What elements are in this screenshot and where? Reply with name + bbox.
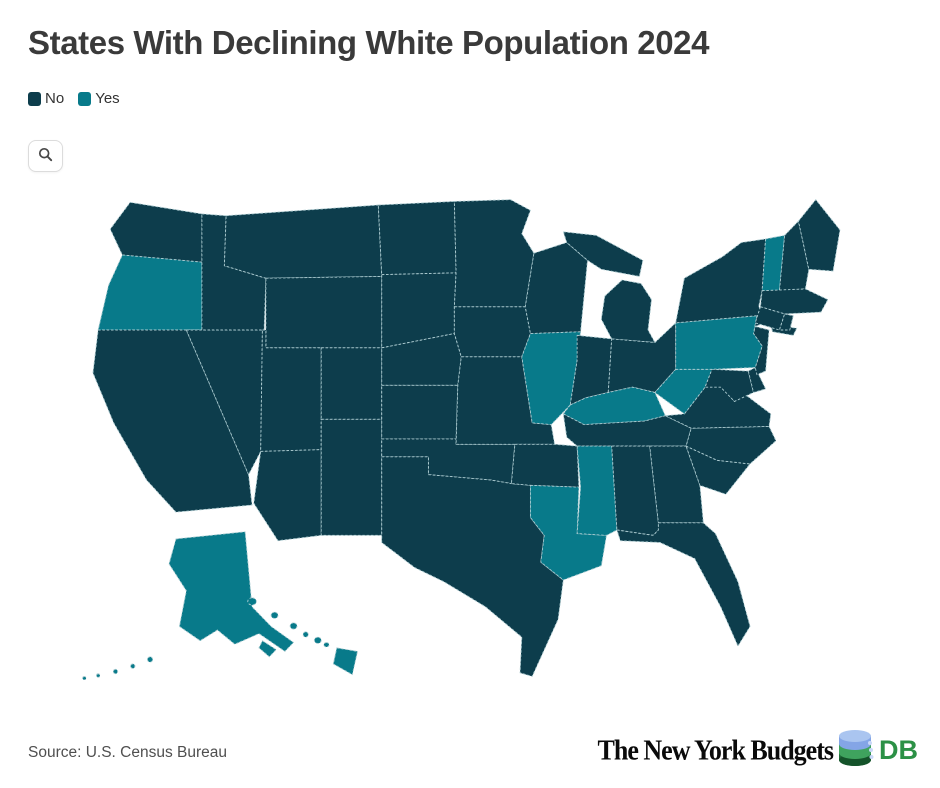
publisher-logo: The New York Budgets DB	[598, 728, 918, 773]
state-ca[interactable]: California: No	[93, 330, 252, 512]
map-zoom-button[interactable]	[28, 140, 63, 172]
database-icon	[835, 728, 877, 773]
us-choropleth-map: Washington: NoOregon: YesCalifornia: NoN…	[48, 180, 878, 680]
state-ct[interactable]: Connecticut: No	[755, 307, 784, 330]
source-note: Source: U.S. Census Bureau	[28, 744, 228, 761]
magnifier-icon	[38, 147, 53, 165]
state-ar[interactable]: Arkansas: No	[511, 444, 578, 487]
state-sc[interactable]: South Carolina: No	[686, 446, 750, 494]
state-mo[interactable]: Missouri: No	[456, 357, 555, 445]
state-wa[interactable]: Washington: No	[110, 202, 202, 262]
state-fl[interactable]: Florida: No	[617, 523, 750, 646]
legend-item-yes: Yes	[78, 90, 120, 107]
state-ia[interactable]: Iowa: No	[454, 307, 530, 357]
state-me[interactable]: Maine: No	[798, 200, 840, 271]
state-hi[interactable]: Hawaii: Yes	[248, 598, 358, 675]
legend-item-no: No	[28, 90, 64, 107]
legend: No Yes	[28, 90, 120, 107]
state-wi[interactable]: Wisconsin: No	[525, 243, 587, 334]
state-nv[interactable]: Nevada: No	[186, 330, 262, 475]
state-ak[interactable]: Alaska: Yes	[83, 532, 294, 680]
state-ri[interactable]: Rhode Island: No	[779, 314, 793, 330]
state-nh[interactable]: New Hampshire: No	[779, 221, 808, 291]
state-md[interactable]: Maryland: No	[705, 369, 753, 401]
state-la[interactable]: Louisiana: Yes	[530, 485, 606, 580]
publisher-logo-text: The New York Budgets	[597, 734, 834, 766]
chart-title: States With Declining White Population 2…	[28, 24, 710, 61]
state-pa[interactable]: Pennsylvania: Yes	[676, 316, 762, 370]
legend-swatch	[78, 91, 92, 106]
publisher-logo-db: DB	[879, 735, 918, 765]
state-il[interactable]: Illinois: Yes	[522, 332, 581, 425]
legend-label: Yes	[95, 90, 120, 107]
state-mn[interactable]: Minnesota: No	[454, 200, 534, 307]
state-ga[interactable]: Georgia: No	[650, 446, 704, 523]
state-nj[interactable]: New Jersey: No	[754, 326, 770, 374]
legend-label: No	[45, 90, 65, 107]
state-co[interactable]: Colorado: No	[321, 348, 382, 419]
state-wy[interactable]: Wyoming: No	[266, 276, 382, 347]
legend-swatch	[28, 91, 41, 106]
state-ks[interactable]: Kansas: No	[382, 385, 458, 439]
state-mt[interactable]: Montana: No	[224, 205, 381, 278]
state-ms[interactable]: Mississippi: Yes	[577, 446, 617, 535]
state-nd[interactable]: North Dakota: No	[378, 201, 456, 274]
state-az[interactable]: Arizona: No	[254, 450, 321, 541]
state-nm[interactable]: New Mexico: No	[321, 419, 382, 535]
state-mi[interactable]: Michigan: No	[563, 232, 655, 343]
state-de[interactable]: Delaware: No	[748, 368, 765, 393]
state-or[interactable]: Oregon: Yes	[98, 255, 202, 330]
state-ut[interactable]: Utah: No	[261, 330, 322, 451]
